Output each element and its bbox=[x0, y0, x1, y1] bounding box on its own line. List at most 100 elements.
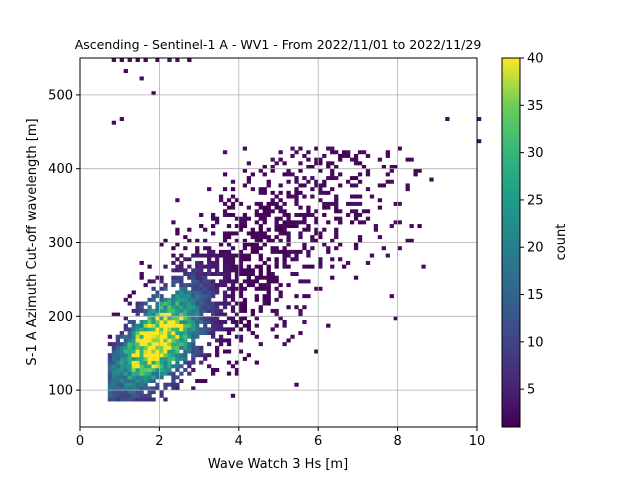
histogram-cell bbox=[135, 342, 140, 347]
histogram-cell bbox=[163, 364, 168, 369]
histogram-cell bbox=[222, 297, 228, 302]
histogram-cell bbox=[226, 198, 232, 203]
histogram-cell bbox=[107, 379, 113, 384]
histogram-cell bbox=[326, 201, 331, 206]
histogram-cell bbox=[171, 364, 176, 369]
histogram-cell bbox=[270, 165, 275, 169]
histogram-cell bbox=[115, 382, 120, 387]
histogram-cell bbox=[290, 334, 295, 339]
histogram-cell bbox=[195, 253, 200, 258]
histogram-cell bbox=[179, 283, 184, 288]
histogram-cell bbox=[326, 161, 331, 166]
histogram-cell bbox=[318, 168, 323, 173]
histogram-cell bbox=[143, 379, 148, 384]
histogram-cell bbox=[199, 316, 204, 321]
histogram-cell bbox=[175, 316, 180, 321]
histogram-cell bbox=[314, 179, 319, 184]
histogram-cell bbox=[211, 279, 216, 284]
histogram-cell bbox=[151, 371, 156, 376]
histogram-cell bbox=[167, 345, 172, 350]
histogram-cell bbox=[179, 305, 184, 310]
histogram-cell bbox=[393, 165, 398, 169]
histogram-cell bbox=[258, 286, 263, 291]
histogram-cell bbox=[183, 290, 188, 295]
colorbar-ticks: 5 10 15 20 25 30 35 40 bbox=[520, 52, 544, 398]
histogram-cell bbox=[135, 397, 140, 402]
histogram-cell bbox=[175, 360, 180, 365]
histogram-cell bbox=[211, 308, 216, 313]
histogram-cell bbox=[179, 297, 184, 302]
histogram-cell bbox=[222, 319, 228, 324]
histogram-cell bbox=[159, 286, 164, 291]
histogram-cell bbox=[357, 220, 363, 225]
histogram-cell bbox=[183, 356, 188, 361]
histogram-cell bbox=[294, 176, 299, 181]
histogram-cell bbox=[226, 275, 232, 280]
colorbar-tick-label: 30 bbox=[527, 146, 544, 161]
histogram-cell bbox=[163, 283, 168, 288]
histogram-cell bbox=[187, 327, 192, 332]
histogram-cell bbox=[167, 327, 172, 332]
histogram-cell bbox=[258, 342, 263, 347]
histogram-cell bbox=[119, 382, 124, 387]
histogram-cell bbox=[314, 183, 319, 188]
histogram-cell bbox=[270, 249, 275, 254]
histogram-cell bbox=[163, 367, 168, 372]
histogram-cell bbox=[171, 356, 176, 361]
histogram-cell bbox=[187, 308, 192, 313]
histogram-cell bbox=[123, 356, 128, 361]
histogram-cell bbox=[330, 168, 335, 173]
histogram-cell bbox=[187, 297, 192, 302]
histogram-cell bbox=[230, 305, 236, 310]
histogram-cell bbox=[389, 165, 394, 169]
histogram-cell bbox=[286, 216, 291, 221]
histogram-cell bbox=[222, 257, 228, 262]
histogram-cell bbox=[135, 312, 140, 317]
histogram-cell bbox=[306, 165, 311, 169]
histogram-cell bbox=[123, 342, 128, 347]
histogram-cell bbox=[131, 356, 136, 361]
histogram-cell bbox=[199, 301, 204, 306]
histogram-cell bbox=[361, 165, 367, 169]
histogram-cell bbox=[274, 260, 279, 265]
outlier-cell bbox=[445, 117, 450, 122]
histogram-cell bbox=[147, 393, 152, 398]
histogram-cell bbox=[294, 198, 299, 203]
histogram-cell bbox=[191, 305, 196, 310]
histogram-cell bbox=[175, 227, 180, 232]
histogram-cell bbox=[135, 382, 140, 387]
histogram-cell bbox=[270, 275, 275, 280]
histogram-cell bbox=[163, 323, 168, 328]
histogram-cell bbox=[258, 187, 263, 192]
histogram-cell bbox=[230, 294, 236, 299]
histogram-cell bbox=[207, 187, 212, 192]
histogram-cell bbox=[163, 264, 168, 269]
histogram-cell bbox=[163, 342, 168, 347]
histogram-cell bbox=[195, 319, 200, 324]
histogram-cell bbox=[302, 194, 307, 199]
histogram-cell bbox=[135, 349, 140, 354]
histogram-cell bbox=[147, 367, 152, 372]
histogram-cell bbox=[119, 367, 124, 372]
histogram-cell bbox=[254, 316, 259, 321]
histogram-cell bbox=[286, 283, 291, 288]
histogram-cell bbox=[353, 242, 359, 247]
histogram-cell bbox=[207, 272, 212, 277]
histogram-cell bbox=[222, 172, 228, 177]
histogram-cell bbox=[139, 338, 144, 343]
histogram-cell bbox=[151, 353, 156, 358]
histogram-cell bbox=[155, 382, 160, 387]
histogram-cell bbox=[278, 198, 283, 203]
histogram-cell bbox=[143, 334, 148, 339]
histogram-cell bbox=[159, 390, 164, 395]
histogram-cell bbox=[123, 379, 128, 384]
histogram-cell bbox=[334, 198, 339, 203]
histogram-cell bbox=[242, 220, 248, 225]
histogram-cell bbox=[258, 201, 263, 206]
histogram-cell bbox=[286, 238, 291, 243]
histogram-cell bbox=[349, 157, 355, 162]
histogram-cell bbox=[123, 323, 128, 328]
histogram-cell bbox=[278, 150, 283, 155]
histogram-cell bbox=[139, 379, 144, 384]
histogram-cell bbox=[199, 260, 204, 265]
